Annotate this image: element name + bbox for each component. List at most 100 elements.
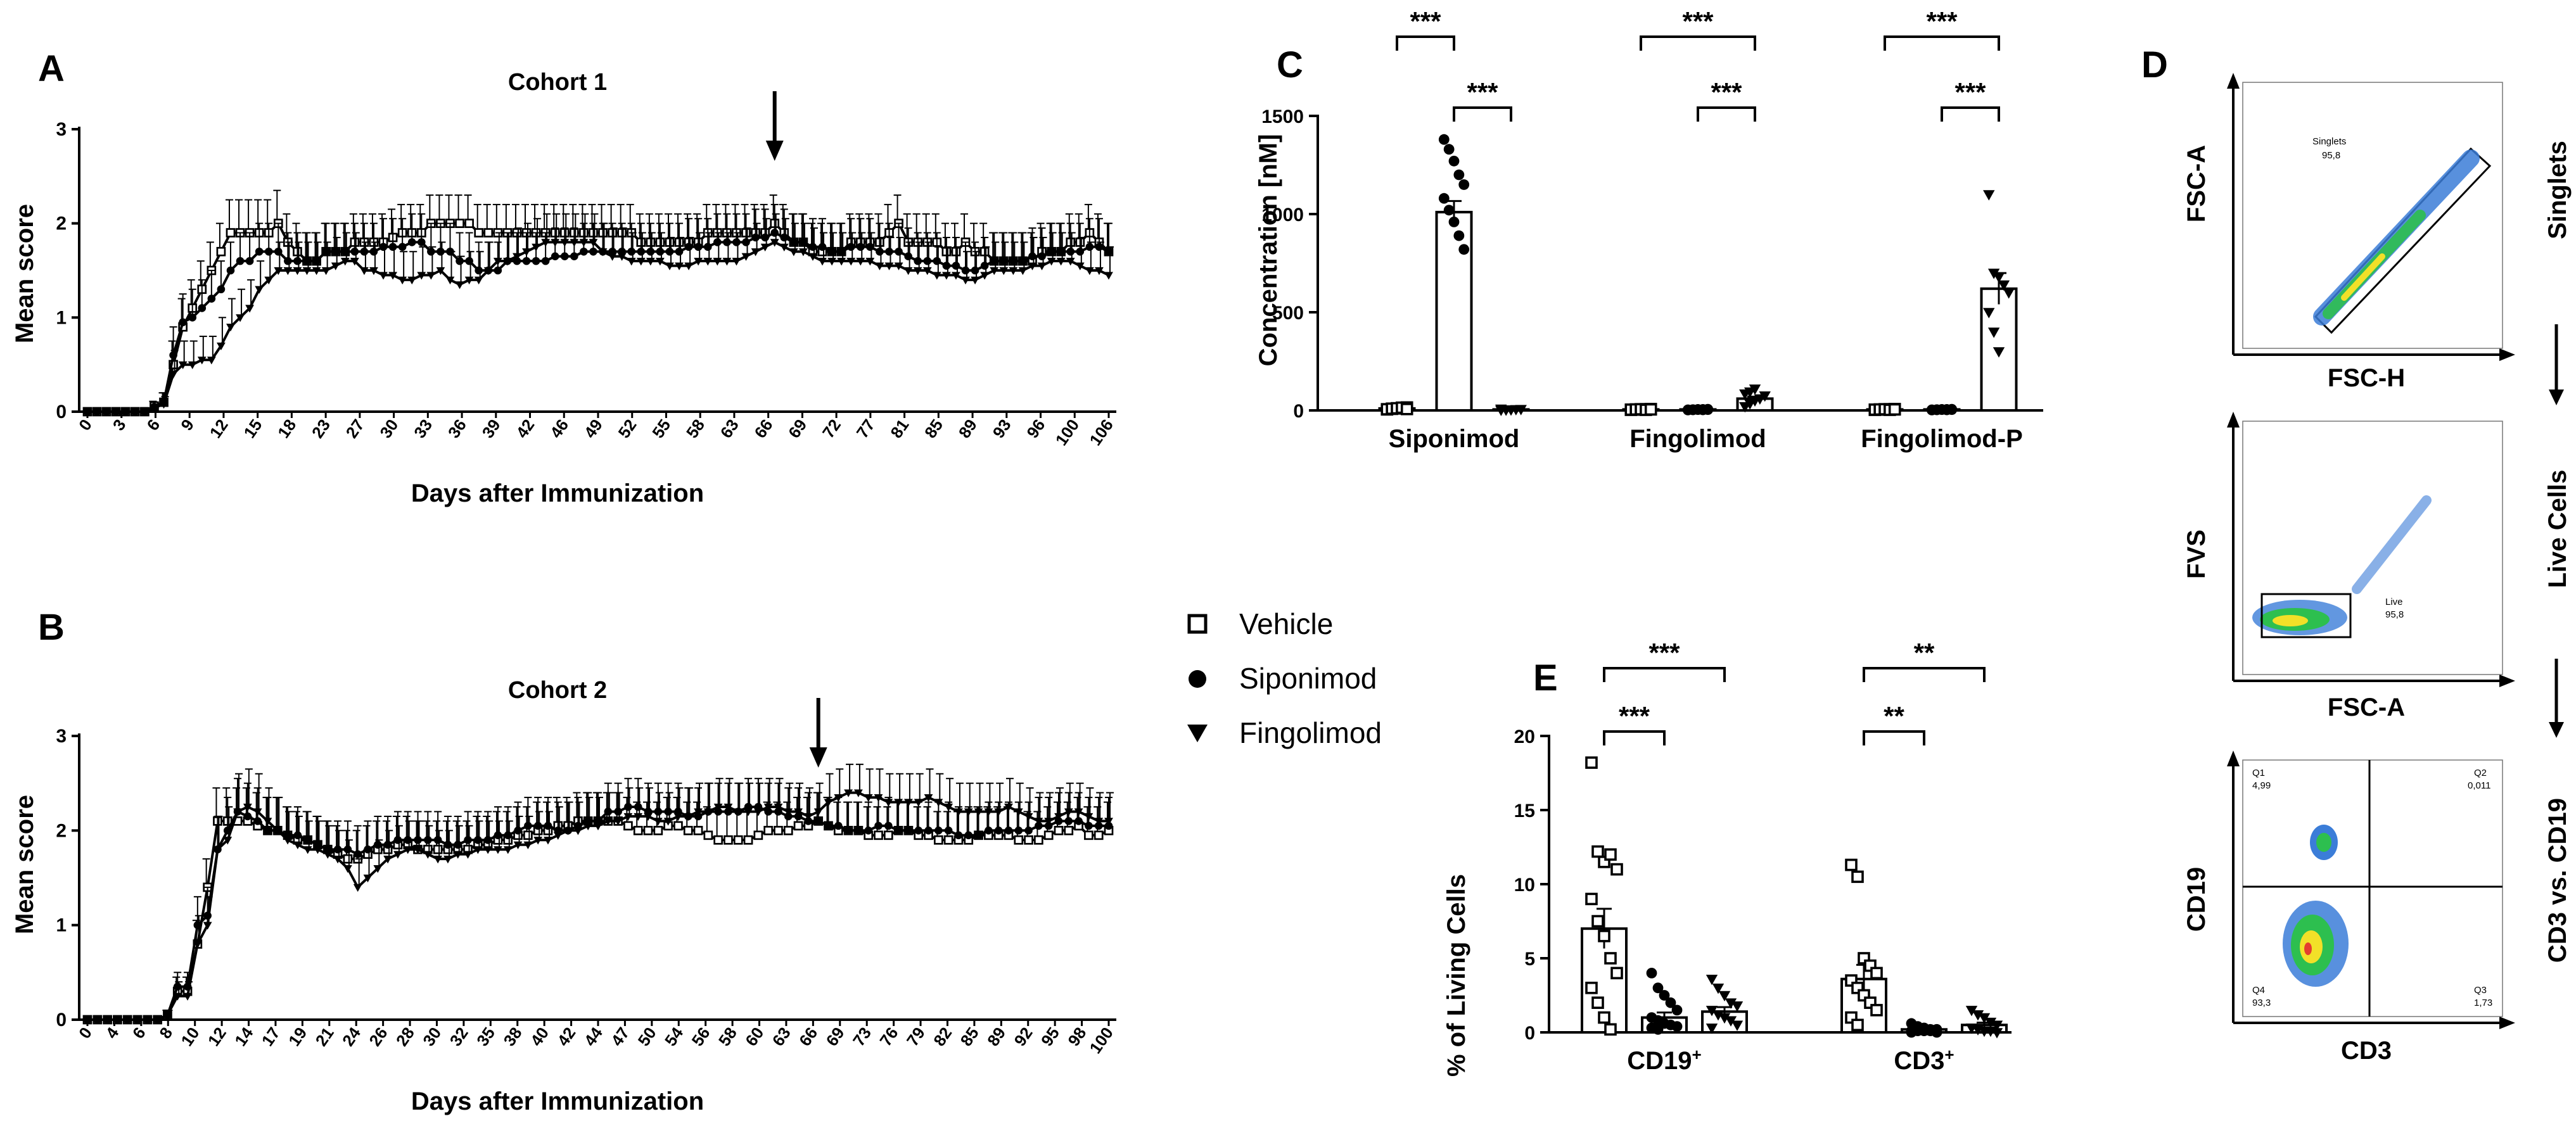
panel-c-data-point (1759, 391, 1771, 402)
panel-b-data-point (463, 851, 473, 859)
panel-b-data-point (734, 808, 743, 816)
panel-b-data-point (474, 835, 482, 844)
panel-a-xtick-label: 18 (274, 415, 300, 441)
panel-label-c: C (1277, 44, 1303, 86)
panel-a-data-point (255, 286, 264, 294)
panel-a-data-point (293, 267, 302, 276)
panel-b-data-point (964, 808, 973, 816)
panel-b-data-point (974, 831, 983, 840)
panel-a-data-point (799, 238, 808, 246)
panel-e-data-point (1731, 1020, 1744, 1031)
panel-b-data-point (404, 835, 412, 844)
panel-a-data-point (866, 243, 874, 251)
panel-a-xtick-label: 93 (989, 415, 1015, 441)
panel-b-xtick-label: 30 (419, 1023, 445, 1049)
panel-a-data-point (1009, 257, 1017, 265)
panel-b-ytick-label: 0 (56, 1010, 67, 1030)
panel-a-xtick-label: 106 (1085, 415, 1116, 449)
panel-b-data-point (253, 808, 262, 816)
panel-a-data-point (933, 257, 941, 265)
panel-a-xtick-label: 49 (580, 415, 606, 441)
panel-b-data-point (663, 818, 673, 826)
panel-b-data-point (683, 825, 693, 835)
panel-b-data-point (413, 846, 423, 854)
panel-a-data-point (417, 238, 426, 246)
panel-b-data-point (944, 803, 953, 812)
flow-plot-cd3-cd19: Q1 4,99 Q2 0,011 Q4 93,3 Q3 1,73 CD19 CD… (2183, 751, 2572, 1065)
panel-b-data-point (293, 831, 302, 840)
panel-a-xtick-label: 77 (853, 415, 879, 441)
panel-c-data-point (1993, 272, 2005, 283)
panel-a-data-point (627, 247, 636, 256)
panel-a-data-point (636, 258, 646, 266)
panel-a-data-point (255, 247, 264, 256)
flow3-q3-name: Q3 (2474, 985, 2487, 996)
panel-b-data-point (1094, 821, 1103, 830)
panel-b-data-point (173, 982, 182, 991)
panel-b-data-point (213, 846, 222, 854)
panel-a-xtick-label: 100 (1052, 415, 1083, 449)
panel-c-significance-bracket (1640, 35, 1756, 51)
legend-marker-siponimod (1189, 670, 1206, 688)
panel-e-data-point (1652, 982, 1664, 994)
panel-a-data-point (483, 267, 493, 276)
panel-a-data-point (169, 351, 177, 360)
panel-a-xtick-label: 3 (109, 415, 130, 434)
panel-a-xtick-label: 81 (886, 415, 912, 441)
panel-b-xtick-label: 17 (258, 1023, 284, 1049)
panel-e-ytick-label: 20 (1514, 726, 1535, 747)
panel-a-data-point (875, 262, 884, 270)
panel-a-data-point (713, 238, 722, 246)
flow3-q4-name: Q4 (2252, 985, 2265, 996)
panel-a-xtick-label: 42 (512, 415, 538, 441)
panel-b-data-point (943, 835, 953, 845)
panel-e-data-point (1906, 1027, 1917, 1038)
panel-a-data-point (760, 243, 770, 252)
panel-a-data-point (865, 258, 875, 266)
panel-b-data-point (774, 825, 783, 835)
panel-b-xtick-label: 12 (204, 1023, 230, 1049)
panel-b-data-point (414, 835, 422, 844)
panel-a-data-point (150, 404, 159, 413)
panel-b-data-point (653, 825, 663, 835)
panel-e-significance-label: ** (1884, 701, 1904, 731)
panel-b-data-point (1054, 825, 1064, 835)
panel-b-data-point (904, 827, 913, 835)
panel-b-data-point (393, 851, 402, 859)
panel-b-data-point (703, 830, 713, 840)
panel-b-xtick-label: 69 (822, 1023, 848, 1049)
flow2-events-diag (2352, 495, 2432, 594)
panel-e-significance-bracket (1863, 730, 1925, 745)
panel-b-data-point (964, 831, 973, 840)
panel-a-xtick-label: 85 (921, 415, 947, 441)
panel-a-data-point (226, 228, 236, 238)
panel-b-data-point (533, 821, 542, 830)
panel-a-data-point (436, 267, 445, 276)
panel-b-data-point (133, 1016, 142, 1025)
panel-b-data-point (1014, 835, 1024, 845)
panel-a-data-point (131, 408, 140, 417)
panel-a-data-point (456, 257, 464, 265)
panel-e-data-point (1591, 845, 1604, 858)
panel-b-data-point (553, 832, 563, 840)
panel-c-ytick-label: 500 (1272, 303, 1304, 324)
panel-b-data-point (454, 840, 462, 849)
panel-e-data-point (1978, 1013, 1991, 1024)
panel-b-data-point (934, 827, 943, 835)
panel-a-data-point (846, 243, 855, 251)
panel-b-data-point (1084, 813, 1094, 821)
panel-b-data-point (934, 799, 943, 807)
panel-a-data-point (464, 219, 474, 229)
panel-b-data-point (634, 813, 643, 821)
panel-b-data-point (1004, 827, 1013, 835)
panel-b-data-point (243, 803, 252, 812)
panel-b-data-point (1094, 830, 1104, 840)
panel-b-data-point (1034, 818, 1043, 826)
panel-b-xtick-label: 60 (741, 1023, 767, 1049)
panel-a-data-point (331, 262, 340, 270)
panel-b-data-point (824, 799, 833, 807)
panel-a-data-point (941, 272, 951, 280)
panel-b-data-point (924, 827, 933, 835)
panel-b-data-point (243, 812, 252, 821)
panel-a-xtick-label: 46 (546, 415, 572, 441)
